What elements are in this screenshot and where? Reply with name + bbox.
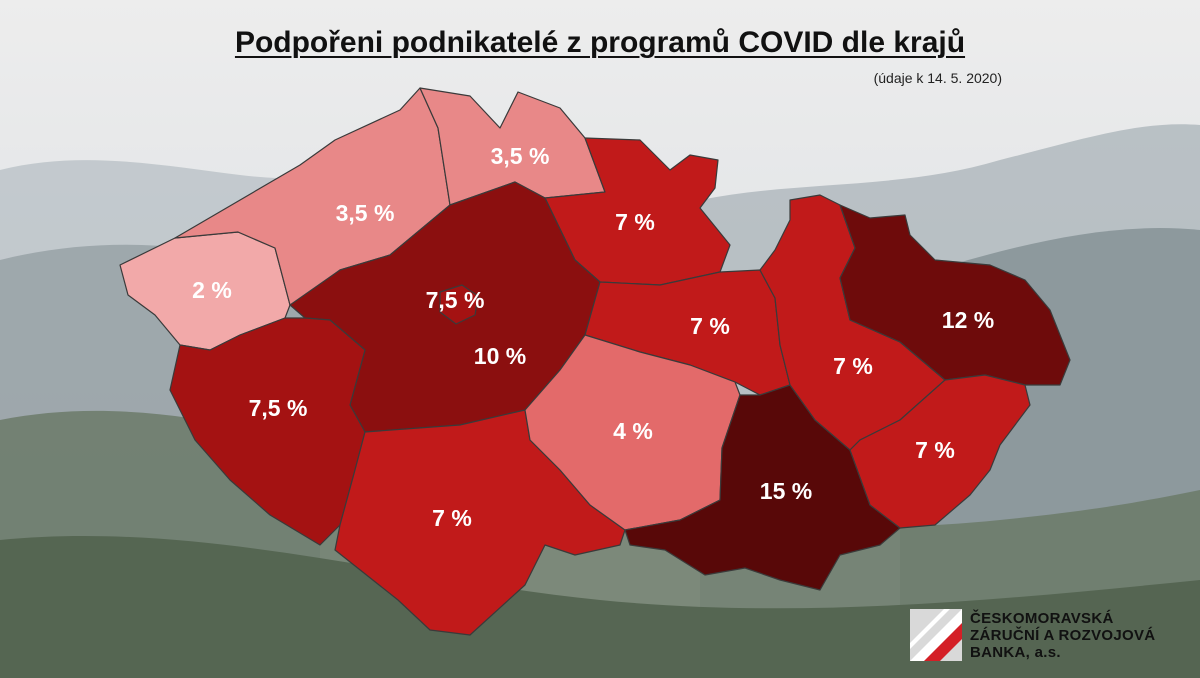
cmzrb-logo: ČESKOMORAVSKÁ ZÁRUČNÍ A ROZVOJOVÁ BANKA,… xyxy=(910,606,1155,664)
region-label-liberecky: 3,5 % xyxy=(491,143,550,169)
regions xyxy=(119,87,1071,636)
region-label-zlinsky: 7 % xyxy=(915,437,955,463)
region-label-pardubicky: 7 % xyxy=(690,313,730,339)
region-praha[interactable] xyxy=(439,284,479,325)
region-label-kralovehradecky: 7 % xyxy=(615,209,655,235)
region-label-olomoucky: 7 % xyxy=(833,353,873,379)
region-label-plzensky: 7,5 % xyxy=(249,395,308,421)
region-label-karlovarsky: 2 % xyxy=(192,277,232,303)
region-label-moravskoslezsky: 12 % xyxy=(942,307,994,333)
cmzrb-logo-text: ČESKOMORAVSKÁ ZÁRUČNÍ A ROZVOJOVÁ BANKA,… xyxy=(970,610,1155,661)
region-label-jihomoravsky: 15 % xyxy=(760,478,812,504)
page-title: Podpořeni podnikatelé z programů COVID d… xyxy=(234,26,966,59)
region-label-ustecky: 3,5 % xyxy=(336,200,395,226)
cmzrb-logo-icon xyxy=(910,609,962,661)
region-labels: 2 % 3,5 % 3,5 % 7 % 7,5 % 10 % 7 % 7,5 % 7 % 4 % 1… xyxy=(192,143,994,531)
logo-line-1: ČESKOMORAVSKÁ xyxy=(970,609,1114,627)
region-label-stredocesky: 10 % xyxy=(474,343,526,369)
region-label-vysocina: 4 % xyxy=(613,418,653,444)
region-label-jihocesky: 7 % xyxy=(432,505,472,531)
region-zlinsky[interactable] xyxy=(849,374,1031,529)
region-plzensky[interactable] xyxy=(169,317,366,546)
region-label-praha: 7,5 % xyxy=(426,287,485,313)
logo-line-2: ZÁRUČNÍ A ROZVOJOVÁ xyxy=(970,626,1156,644)
region-moravskoslezsky[interactable] xyxy=(839,204,1071,386)
data-date-note: (údaje k 14. 5. 2020) xyxy=(873,70,1002,86)
logo-line-3: BANKA, a.s. xyxy=(970,643,1061,661)
